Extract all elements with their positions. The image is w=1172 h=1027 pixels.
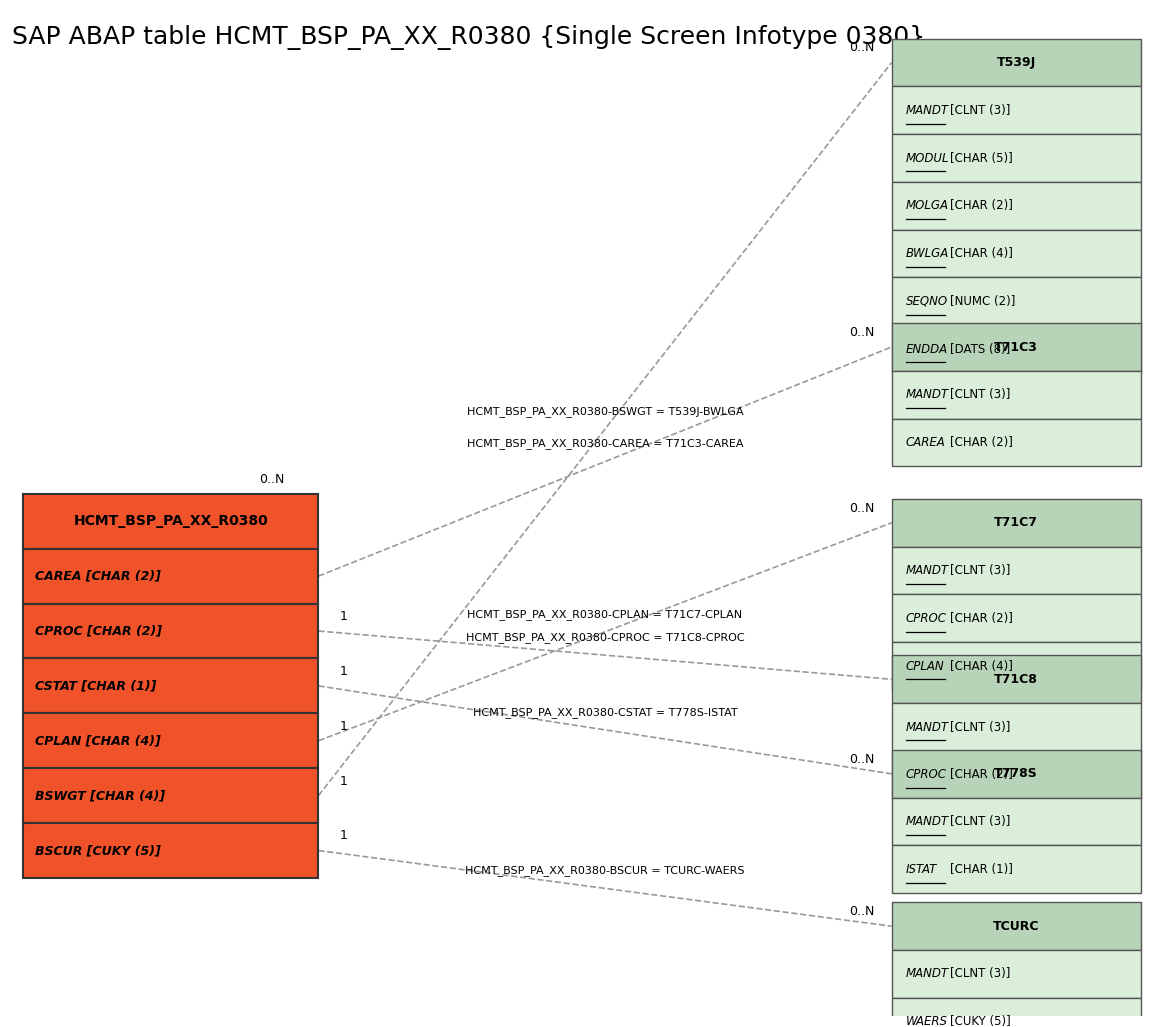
Text: T71C8: T71C8	[994, 673, 1038, 686]
Text: CSTAT [CHAR (1)]: CSTAT [CHAR (1)]	[35, 680, 156, 692]
Text: TCURC: TCURC	[993, 920, 1040, 933]
FancyBboxPatch shape	[892, 703, 1140, 751]
FancyBboxPatch shape	[892, 798, 1140, 845]
Text: T778S: T778S	[994, 767, 1038, 781]
Text: [CHAR (4)]: [CHAR (4)]	[949, 248, 1013, 260]
FancyBboxPatch shape	[892, 182, 1140, 230]
Text: ISTAT: ISTAT	[906, 863, 936, 876]
Text: [CHAR (2)]: [CHAR (2)]	[949, 612, 1013, 624]
Text: MANDT: MANDT	[906, 815, 948, 828]
Text: 0..N: 0..N	[849, 753, 874, 766]
Text: [CLNT (3)]: [CLNT (3)]	[949, 721, 1010, 733]
Text: 1: 1	[339, 610, 347, 623]
FancyBboxPatch shape	[892, 230, 1140, 277]
FancyBboxPatch shape	[23, 714, 319, 768]
FancyBboxPatch shape	[23, 768, 319, 823]
Text: [CLNT (3)]: [CLNT (3)]	[949, 104, 1010, 117]
Text: BSWGT [CHAR (4)]: BSWGT [CHAR (4)]	[35, 789, 165, 802]
Text: 1: 1	[339, 720, 347, 732]
Text: [CLNT (3)]: [CLNT (3)]	[949, 564, 1010, 577]
Text: MANDT: MANDT	[906, 564, 948, 577]
Text: HCMT_BSP_PA_XX_R0380-CSTAT = T778S-ISTAT: HCMT_BSP_PA_XX_R0380-CSTAT = T778S-ISTAT	[472, 707, 737, 718]
FancyBboxPatch shape	[23, 658, 319, 714]
Text: MANDT: MANDT	[906, 104, 948, 117]
FancyBboxPatch shape	[892, 39, 1140, 86]
Text: CPROC: CPROC	[906, 768, 947, 782]
Text: HCMT_BSP_PA_XX_R0380-BSCUR = TCURC-WAERS: HCMT_BSP_PA_XX_R0380-BSCUR = TCURC-WAERS	[465, 866, 744, 876]
Text: MANDT: MANDT	[906, 388, 948, 402]
FancyBboxPatch shape	[23, 823, 319, 878]
Text: MANDT: MANDT	[906, 967, 948, 981]
Text: CAREA: CAREA	[906, 436, 946, 449]
Text: [CHAR (2)]: [CHAR (2)]	[949, 768, 1013, 782]
FancyBboxPatch shape	[23, 548, 319, 604]
Text: [CHAR (1)]: [CHAR (1)]	[949, 863, 1013, 876]
Text: BWLGA: BWLGA	[906, 248, 949, 260]
FancyBboxPatch shape	[892, 845, 1140, 893]
Text: CPLAN [CHAR (4)]: CPLAN [CHAR (4)]	[35, 734, 161, 748]
FancyBboxPatch shape	[892, 371, 1140, 419]
FancyBboxPatch shape	[892, 326, 1140, 373]
Text: SEQNO: SEQNO	[906, 295, 948, 308]
FancyBboxPatch shape	[892, 950, 1140, 998]
Text: HCMT_BSP_PA_XX_R0380-BSWGT = T539J-BWLGA: HCMT_BSP_PA_XX_R0380-BSWGT = T539J-BWLGA	[466, 406, 743, 417]
Text: T71C7: T71C7	[994, 517, 1038, 529]
Text: CPROC [CHAR (2)]: CPROC [CHAR (2)]	[35, 624, 162, 638]
Text: MODUL: MODUL	[906, 152, 949, 164]
Text: 0..N: 0..N	[849, 326, 874, 339]
Text: [CLNT (3)]: [CLNT (3)]	[949, 815, 1010, 828]
Text: [CLNT (3)]: [CLNT (3)]	[949, 967, 1010, 981]
FancyBboxPatch shape	[892, 642, 1140, 690]
Text: BSCUR [CUKY (5)]: BSCUR [CUKY (5)]	[35, 844, 161, 857]
Text: [DATS (8)]: [DATS (8)]	[949, 343, 1010, 355]
Text: [CUKY (5)]: [CUKY (5)]	[949, 1016, 1010, 1027]
FancyBboxPatch shape	[892, 595, 1140, 642]
Text: MOLGA: MOLGA	[906, 199, 948, 213]
FancyBboxPatch shape	[892, 86, 1140, 135]
FancyBboxPatch shape	[892, 499, 1140, 546]
Text: HCMT_BSP_PA_XX_R0380: HCMT_BSP_PA_XX_R0380	[74, 515, 268, 528]
Text: [CHAR (5)]: [CHAR (5)]	[949, 152, 1013, 164]
Text: WAERS: WAERS	[906, 1016, 947, 1027]
Text: 1: 1	[339, 774, 347, 788]
FancyBboxPatch shape	[892, 324, 1140, 371]
Text: MANDT: MANDT	[906, 721, 948, 733]
Text: ENDDA: ENDDA	[906, 343, 948, 355]
Text: 0..N: 0..N	[849, 905, 874, 918]
FancyBboxPatch shape	[892, 135, 1140, 182]
Text: [CHAR (4)]: [CHAR (4)]	[949, 659, 1013, 673]
Text: CAREA [CHAR (2)]: CAREA [CHAR (2)]	[35, 570, 161, 582]
FancyBboxPatch shape	[892, 998, 1140, 1027]
Text: [NUMC (2)]: [NUMC (2)]	[949, 295, 1015, 308]
Text: HCMT_BSP_PA_XX_R0380-CAREA = T71C3-CAREA: HCMT_BSP_PA_XX_R0380-CAREA = T71C3-CAREA	[466, 439, 743, 450]
Text: SAP ABAP table HCMT_BSP_PA_XX_R0380 {Single Screen Infotype 0380}: SAP ABAP table HCMT_BSP_PA_XX_R0380 {Sin…	[12, 26, 925, 50]
Text: 0..N: 0..N	[849, 501, 874, 515]
FancyBboxPatch shape	[892, 655, 1140, 703]
Text: [CHAR (2)]: [CHAR (2)]	[949, 436, 1013, 449]
FancyBboxPatch shape	[892, 750, 1140, 798]
Text: 0..N: 0..N	[849, 41, 874, 54]
FancyBboxPatch shape	[23, 494, 319, 548]
Text: CPLAN: CPLAN	[906, 659, 945, 673]
FancyBboxPatch shape	[23, 604, 319, 658]
Text: 1: 1	[339, 664, 347, 678]
Text: 0..N: 0..N	[259, 472, 285, 486]
Text: [CLNT (3)]: [CLNT (3)]	[949, 388, 1010, 402]
Text: CPROC: CPROC	[906, 612, 947, 624]
Text: HCMT_BSP_PA_XX_R0380-CPROC = T71C8-CPROC: HCMT_BSP_PA_XX_R0380-CPROC = T71C8-CPROC	[465, 632, 744, 643]
FancyBboxPatch shape	[892, 546, 1140, 595]
Text: 1: 1	[339, 830, 347, 842]
FancyBboxPatch shape	[892, 751, 1140, 799]
Text: [CHAR (2)]: [CHAR (2)]	[949, 199, 1013, 213]
Text: HCMT_BSP_PA_XX_R0380-CPLAN = T71C7-CPLAN: HCMT_BSP_PA_XX_R0380-CPLAN = T71C7-CPLAN	[468, 609, 743, 619]
Text: T539J: T539J	[996, 56, 1036, 69]
FancyBboxPatch shape	[892, 903, 1140, 950]
Text: T71C3: T71C3	[994, 341, 1038, 353]
FancyBboxPatch shape	[892, 277, 1140, 326]
FancyBboxPatch shape	[892, 419, 1140, 466]
